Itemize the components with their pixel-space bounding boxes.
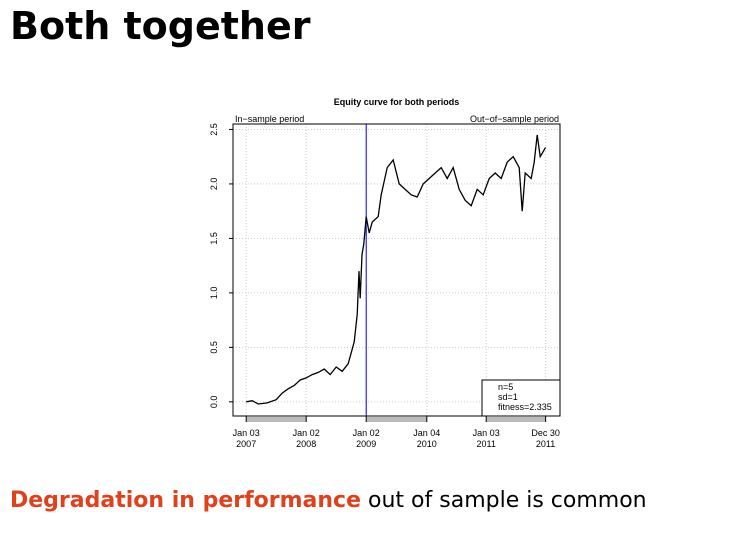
y-tick-label: 2.0 bbox=[209, 178, 219, 191]
x-tick-label: Jan 03 2007 bbox=[232, 428, 260, 449]
y-tick-label: 0.5 bbox=[209, 341, 219, 354]
slide-footer: Degradation in performance out of sample… bbox=[10, 488, 647, 513]
axis-band bbox=[486, 417, 546, 422]
axis-band bbox=[246, 417, 307, 422]
axis-band bbox=[426, 417, 487, 422]
chart-title: Equity curve for both periods bbox=[334, 97, 460, 107]
annotation: In−sample period bbox=[235, 114, 304, 124]
footer-text: out of sample is common bbox=[368, 488, 647, 513]
x-tick-label: Jan 03 2011 bbox=[472, 428, 500, 449]
equity-line bbox=[246, 134, 547, 405]
legend-box bbox=[481, 379, 561, 417]
slide-title: Both together bbox=[10, 4, 311, 48]
annotation: Out−of−sample period bbox=[470, 114, 559, 124]
y-tick-label: 1.0 bbox=[209, 287, 219, 300]
plot-frame bbox=[232, 123, 561, 417]
legend-text: fitness=2.335 bbox=[498, 402, 552, 412]
x-tick-label: Jan 02 2008 bbox=[292, 428, 320, 449]
footer-highlight: Degradation in performance bbox=[10, 488, 362, 513]
y-tick-label: 0.0 bbox=[209, 396, 219, 409]
y-tick-label: 2.5 bbox=[209, 123, 219, 136]
x-tick-label: Jan 02 2009 bbox=[352, 428, 380, 449]
legend-text: sd=1 bbox=[498, 392, 518, 402]
y-tick-label: 1.5 bbox=[209, 232, 219, 245]
x-tick-label: Dec 30 2011 bbox=[531, 428, 560, 449]
x-tick-label: Jan 04 2010 bbox=[413, 428, 441, 449]
axis-band bbox=[306, 417, 367, 422]
legend-text: n=5 bbox=[498, 382, 513, 392]
axis-band bbox=[366, 417, 427, 422]
